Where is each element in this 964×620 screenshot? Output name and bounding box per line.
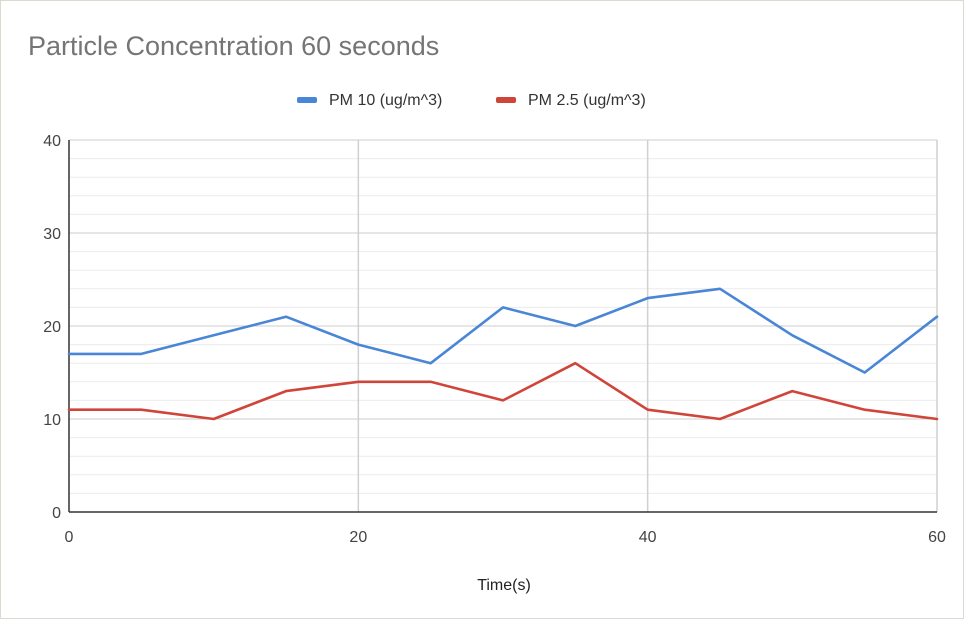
y-tick-label: 0 — [52, 505, 61, 522]
legend-swatch-1 — [297, 97, 317, 103]
series-line-2 — [67, 361, 939, 421]
y-tick-label: 10 — [43, 412, 61, 429]
x-tick-label: 20 — [349, 529, 367, 546]
y-tick-label: 20 — [43, 319, 61, 336]
legend-label-1: PM 10 (ug/m^3) — [329, 92, 442, 109]
y-tick-label: 40 — [43, 133, 61, 150]
x-tick-label: 60 — [928, 529, 946, 546]
x-tick-label: 40 — [639, 529, 657, 546]
y-tick-label: 30 — [43, 226, 61, 243]
series-line-1 — [67, 287, 939, 374]
legend-label-2: PM 2.5 (ug/m^3) — [528, 92, 646, 109]
legend-swatch-2 — [496, 97, 516, 103]
x-axis-title: Time(s) — [477, 577, 531, 594]
chart-title: Particle Concentration 60 seconds — [28, 31, 440, 61]
x-tick-label: 0 — [65, 529, 74, 546]
